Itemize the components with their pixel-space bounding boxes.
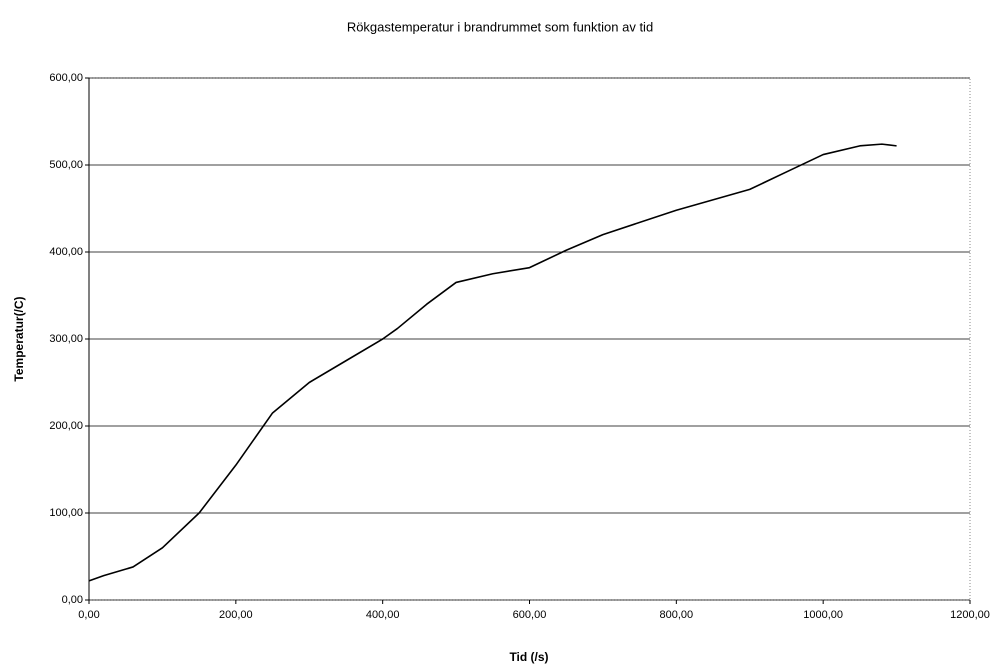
x-tick-label: 600,00 (513, 609, 547, 621)
y-tick-label: 500,00 (49, 159, 83, 171)
x-tick-label: 400,00 (366, 609, 400, 621)
x-tick-label: 1200,00 (950, 609, 990, 621)
x-tick-label: 800,00 (660, 609, 694, 621)
y-tick-label: 200,00 (49, 420, 83, 432)
chart-title: Rökgastemperatur i brandrummet som funkt… (347, 19, 653, 34)
x-tick-label: 1000,00 (803, 609, 843, 621)
x-tick-label: 0,00 (78, 609, 99, 621)
data-line (88, 143, 897, 582)
y-tick-label: 600,00 (49, 72, 83, 84)
y-axis-title: Temperatur(/C) (12, 296, 26, 381)
x-axis-title: Tid (/s) (509, 650, 548, 664)
y-tick-label: 300,00 (49, 333, 83, 345)
x-tick-label: 200,00 (219, 609, 253, 621)
y-tick-label: 0,00 (62, 594, 83, 606)
y-tick-label: 400,00 (49, 246, 83, 258)
y-tick-label: 100,00 (49, 507, 83, 519)
